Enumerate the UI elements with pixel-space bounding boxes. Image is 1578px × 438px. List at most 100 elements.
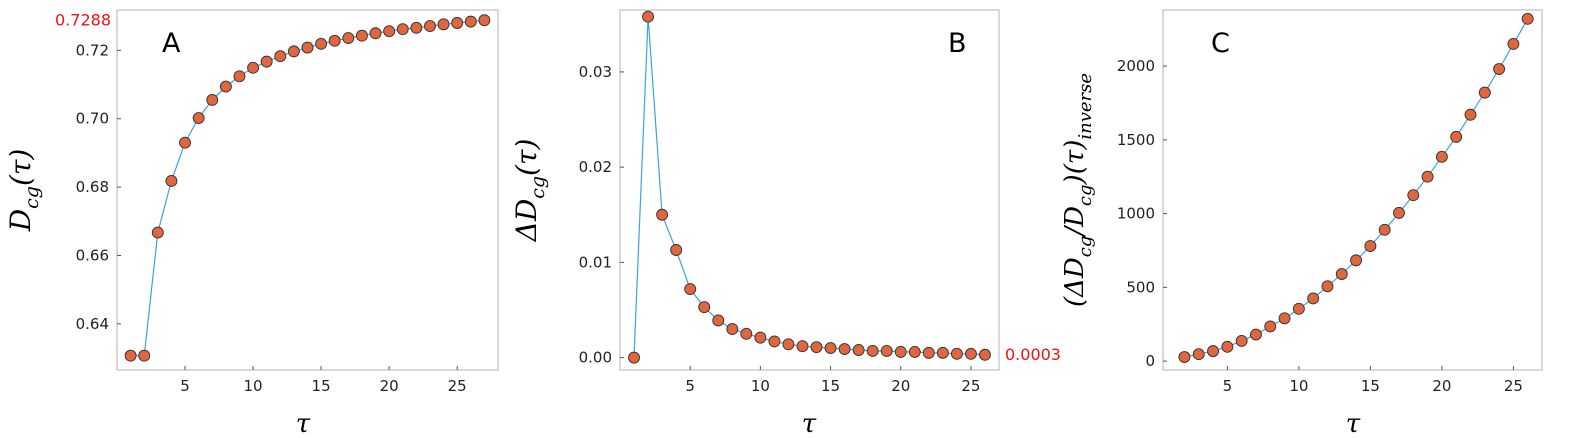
panel-c-data-point <box>1464 108 1477 121</box>
panel-c-ylabel-mid: /D <box>1060 206 1090 239</box>
panel-c-y-tick-label: 1500 <box>1117 131 1155 149</box>
panel-a-data-point <box>410 21 423 34</box>
panel-b-x-tick-label: 10 <box>751 377 770 395</box>
panel-c-data-point <box>1307 292 1320 305</box>
panel-b-ylabel-main: ΔD <box>510 199 543 243</box>
panel-a-x-tick-label: 15 <box>312 377 331 395</box>
panel-c-data-point <box>1321 280 1334 293</box>
panel-b-data-point <box>880 345 893 357</box>
panel-b-data-point <box>782 338 795 351</box>
panel-b-data-point <box>824 342 837 355</box>
panel-c-data-point <box>1278 312 1291 325</box>
panel-a-data-point <box>437 18 450 31</box>
panel-b-data-point <box>768 335 781 348</box>
panel-a-label: A <box>162 28 181 59</box>
panel-c-data-point <box>1250 328 1262 341</box>
panel-b-data-point <box>796 340 809 353</box>
panel-b-data-point <box>698 301 711 314</box>
panel-a-data-point <box>206 93 219 106</box>
panel-c-data-point <box>1335 268 1348 281</box>
panel-b-y-axis-label: ΔDcg(τ) <box>510 139 549 243</box>
panel-b-data-point <box>936 346 949 359</box>
panel-b-y-tick-label: 0.02 <box>579 158 612 176</box>
panel-a-data-point <box>219 80 232 93</box>
panel-a-series <box>124 14 491 362</box>
panel-a-y-tick-label: 0.66 <box>76 246 109 264</box>
panel-a-ticks: 5 10 15 20 25 0.64 0.66 0.68 0.70 0.72 0.7288 <box>55 10 467 395</box>
panel-b-data-point <box>979 348 991 361</box>
panel-a-x-tick-label: 5 <box>180 377 190 395</box>
panel-b-label: B <box>948 28 967 59</box>
panel-b-ylabel-tail: (τ) <box>510 139 543 176</box>
panel-a-ylabel-sub: cg <box>21 186 43 209</box>
panel-b-x-axis-label: τ <box>802 409 817 438</box>
panel-c-data-point <box>1450 130 1463 143</box>
panel-a-data-point <box>260 55 273 68</box>
panel-c-data-point <box>1350 254 1363 267</box>
panel-c-ylabel-main: (ΔD <box>1060 257 1090 307</box>
panel-a-data-point <box>138 349 151 362</box>
panel-a-x-tick-label: 10 <box>244 377 263 395</box>
panel-b-x-tick-label: 20 <box>891 377 910 395</box>
panel-c-ylabel-sub3: inverse <box>1075 73 1096 140</box>
panel-c-y-axis-label: (ΔDcg/Dcg)(τ)inverse <box>1060 73 1096 307</box>
panel-a-data-point <box>451 17 464 29</box>
panel-b-x-tick-label: 25 <box>961 377 980 395</box>
panel-c-data-point <box>1207 345 1220 358</box>
panel-c-x-tick-label: 10 <box>1289 377 1308 395</box>
panel-a-data-point <box>328 34 341 47</box>
panel-c-data-point <box>1521 12 1534 25</box>
panel-b-data-point <box>908 345 921 358</box>
panel-c-x-tick-label: 5 <box>1223 377 1233 395</box>
panel-a-data-point <box>424 20 436 33</box>
panel-b-data-point <box>922 346 935 359</box>
panel-c-data-point <box>1178 351 1191 363</box>
panel-a-y-tick-label: 0.64 <box>76 315 109 333</box>
panel-a-x-tick-label: 20 <box>380 377 399 395</box>
panel-c-data-point <box>1478 86 1491 99</box>
panel-c-ylabel-tail: )(τ) <box>1060 140 1090 186</box>
panel-c-x-tick-label: 25 <box>1504 377 1523 395</box>
panel-b-y-tick-label: 0.01 <box>579 253 612 271</box>
panel-a-data-point <box>192 112 205 124</box>
panel-a-data-point <box>247 61 260 74</box>
panel-b-y-tick-label: 0.03 <box>579 63 612 81</box>
panel-b-data-point <box>726 323 739 335</box>
panel-b-series <box>628 10 991 364</box>
panel-c-series-line <box>1184 18 1529 358</box>
panel-b-highlight-value: 0.0003 <box>1005 345 1061 364</box>
panel-a-y-tick-label: 0.72 <box>76 41 109 59</box>
panel-c-data-point <box>1235 334 1248 347</box>
panel-b-data-point <box>894 345 907 358</box>
panel-a-data-point <box>315 37 328 50</box>
panel-b-data-point <box>950 347 963 360</box>
panel-a-y-axis-label: Dcg(τ) <box>4 149 43 233</box>
panel-a-highlight-value: 0.7288 <box>55 10 111 29</box>
panel-c-data-point <box>1435 150 1448 163</box>
panel-c-data-point <box>1393 206 1405 219</box>
panel-b-x-tick-label: 5 <box>685 377 695 395</box>
panel-c-series <box>1178 12 1534 363</box>
panel-a-data-point <box>369 27 382 40</box>
panel-c-data-point <box>1221 340 1234 353</box>
panel-b-data-point <box>838 343 851 355</box>
panel-b-data-point <box>852 344 865 356</box>
panel-b-data-point <box>740 327 753 340</box>
panel-a-data-point <box>301 41 314 54</box>
panel-a-data-point <box>478 14 491 27</box>
panel-a-x-tick-label: 25 <box>448 377 467 395</box>
panel-b-data-point <box>810 341 823 354</box>
panel-b-data-point <box>712 314 725 327</box>
panel-c-y-tick-label: 0 <box>1145 352 1155 370</box>
panel-c-y-tick-label: 500 <box>1126 278 1155 296</box>
panel-a-data-point <box>287 45 300 58</box>
panel-b-y-tick-label: 0.00 <box>579 349 612 367</box>
panel-b-data-point <box>964 347 977 360</box>
panel-b-series-line <box>633 16 986 358</box>
panel-c-ylabel-sub: cg <box>1075 236 1096 258</box>
panel-c-y-tick-label: 2000 <box>1117 57 1155 75</box>
panel-a-ylabel-tail: (τ) <box>4 149 37 186</box>
panel-c-data-point <box>1378 223 1391 236</box>
